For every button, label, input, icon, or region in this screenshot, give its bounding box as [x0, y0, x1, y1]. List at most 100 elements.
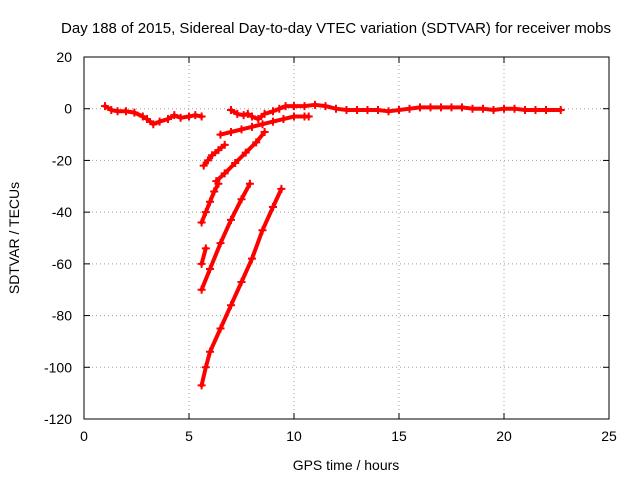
data-point-marker — [203, 156, 212, 165]
data-point-marker — [489, 106, 498, 115]
data-point-marker — [277, 184, 286, 193]
series-group — [212, 127, 269, 186]
data-point-marker — [260, 109, 269, 118]
series-group — [216, 112, 313, 139]
data-point-marker — [384, 107, 393, 116]
data-point-marker — [245, 179, 254, 188]
data-point-marker — [220, 169, 229, 178]
data-point-marker — [170, 111, 179, 120]
x-tick-label: 5 — [185, 428, 193, 444]
data-point-marker — [556, 106, 565, 115]
data-point-marker — [437, 103, 445, 112]
data-point-marker — [458, 103, 466, 112]
y-axis-label: SDTVAR / TECUs — [6, 182, 22, 294]
y-tick-label: -60 — [52, 256, 72, 272]
data-point-marker — [212, 177, 221, 186]
data-point-marker — [248, 112, 256, 121]
y-tick-label: -120 — [44, 411, 72, 427]
series-group — [197, 184, 286, 390]
data-point-marker — [231, 159, 240, 168]
data-point-marker — [447, 103, 456, 112]
data-point-marker — [210, 187, 219, 196]
data-point-marker — [227, 301, 235, 310]
data-point-marker — [138, 112, 147, 121]
data-point-marker — [248, 254, 256, 263]
data-point-marker — [405, 104, 414, 113]
chart-title: Day 188 of 2015, Sidereal Day-to-day VTE… — [61, 20, 611, 37]
data-point-marker — [206, 347, 214, 356]
series-group — [227, 100, 565, 124]
data-point-marker — [260, 127, 269, 136]
data-point-marker — [164, 115, 172, 124]
data-point-marker — [395, 106, 403, 115]
data-point-marker — [290, 112, 298, 121]
series-line — [199, 186, 284, 388]
data-point-marker — [122, 107, 130, 116]
data-point-marker — [143, 115, 151, 124]
x-tick-label: 0 — [80, 428, 88, 444]
data-point-marker — [233, 109, 242, 118]
data-point-marker — [130, 108, 139, 117]
y-tick-label: -80 — [52, 308, 72, 324]
data-point-marker — [332, 104, 340, 113]
data-point-marker — [353, 106, 361, 115]
data-point-marker — [426, 103, 435, 112]
x-axis-label: GPS time / hours — [293, 457, 400, 473]
series-line — [214, 130, 267, 184]
data-point-marker — [227, 127, 235, 136]
data-point-marker — [510, 104, 519, 113]
data-point-marker — [216, 130, 225, 139]
data-point-marker — [216, 239, 225, 248]
data-point-marker — [321, 102, 330, 111]
data-point-marker — [197, 218, 206, 227]
y-tick-label: -40 — [52, 204, 72, 220]
data-point-marker — [176, 113, 185, 122]
data-point-marker — [254, 115, 263, 124]
data-point-marker — [363, 106, 372, 115]
data-point-marker — [199, 161, 208, 170]
data-point-marker — [101, 102, 109, 111]
x-tick-label: 20 — [496, 428, 512, 444]
data-point-marker — [258, 226, 267, 235]
data-point-marker — [113, 107, 122, 116]
data-point-marker — [201, 244, 210, 253]
data-point-marker — [311, 100, 319, 109]
data-point-marker — [206, 197, 214, 206]
y-tick-label: -20 — [52, 152, 72, 168]
plot-frame — [83, 56, 610, 420]
data-point-marker — [197, 112, 206, 121]
x-tick-label: 25 — [601, 428, 617, 444]
series-group — [197, 244, 210, 268]
data-point-marker — [208, 151, 217, 160]
data-point-marker — [479, 104, 487, 113]
data-point-marker — [258, 120, 267, 129]
data-point-marker — [300, 102, 309, 111]
data-point-marker — [216, 324, 225, 333]
data-point-marker — [468, 104, 477, 113]
data-point-marker — [542, 106, 550, 115]
series-group — [101, 102, 206, 129]
data-point-marker — [269, 117, 277, 126]
data-point-marker — [201, 208, 210, 217]
series-group — [197, 179, 254, 294]
data-point-marker — [248, 122, 256, 131]
data-point-marker — [197, 285, 206, 294]
x-tick-label: 10 — [286, 428, 302, 444]
data-point-marker — [374, 106, 382, 115]
data-point-marker — [185, 112, 193, 121]
y-tick-label: 0 — [64, 101, 72, 117]
data-point-marker — [279, 115, 288, 124]
y-tick-label: -100 — [44, 359, 72, 375]
data-point-marker — [227, 215, 235, 224]
data-point-marker — [237, 277, 246, 286]
data-point-marker — [214, 146, 223, 155]
series-group — [199, 140, 229, 170]
data-point-marker — [243, 109, 252, 118]
data-series — [101, 100, 565, 390]
data-point-marker — [191, 111, 200, 120]
data-point-marker — [239, 111, 248, 120]
data-point-marker — [252, 138, 261, 147]
